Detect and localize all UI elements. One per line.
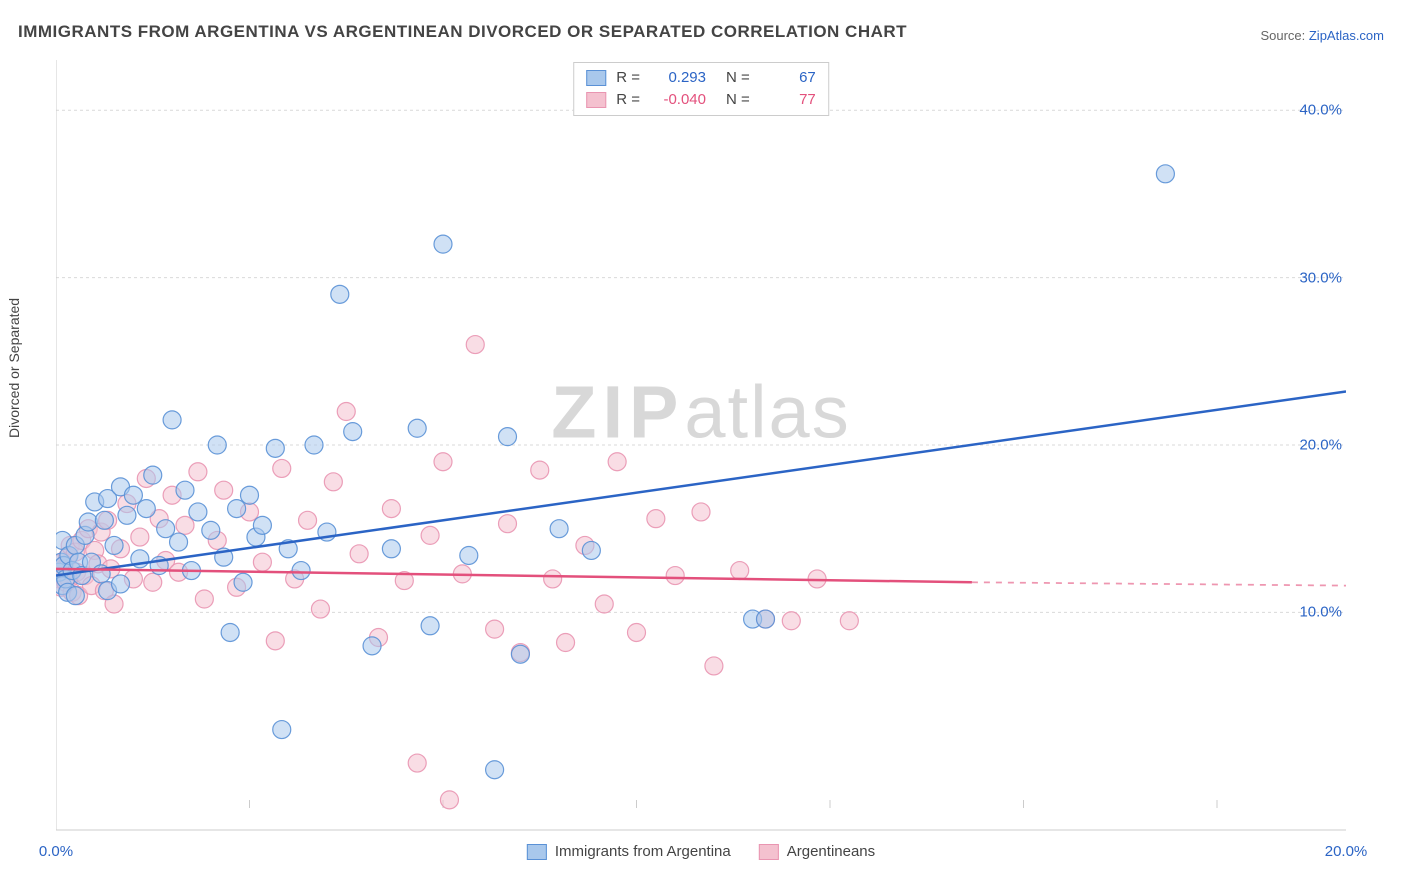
legend-swatch <box>586 92 606 108</box>
source-prefix: Source: <box>1260 28 1308 43</box>
y-tick-label: 10.0% <box>1299 604 1342 621</box>
y-axis-label: Divorced or Separated <box>6 298 22 438</box>
legend-n-value: 67 <box>760 67 816 89</box>
x-tick-label: 0.0% <box>39 843 73 860</box>
legend-swatch <box>586 70 606 86</box>
source-attribution: Source: ZipAtlas.com <box>1260 28 1384 43</box>
legend-series-label: Immigrants from Argentina <box>555 843 731 860</box>
legend-series-item: Argentineans <box>759 843 875 860</box>
legend-r-value: -0.040 <box>650 89 706 111</box>
legend-correlation-box: R = 0.293 N = 67 R = -0.040 N = 77 <box>573 62 829 116</box>
legend-correlation-row: R = 0.293 N = 67 <box>586 67 816 89</box>
x-tick-label: 20.0% <box>1325 843 1368 860</box>
watermark-atlas: atlas <box>684 371 850 454</box>
y-tick-label: 20.0% <box>1299 437 1342 454</box>
legend-r-value: 0.293 <box>650 67 706 89</box>
source-link[interactable]: ZipAtlas.com <box>1309 28 1384 43</box>
legend-series-label: Argentineans <box>787 843 875 860</box>
legend-r-label: R = <box>616 67 640 89</box>
legend-series-item: Immigrants from Argentina <box>527 843 731 860</box>
y-tick-label: 40.0% <box>1299 102 1342 119</box>
scatter-chart-svg <box>56 60 1346 860</box>
legend-series: Immigrants from Argentina Argentineans <box>527 843 875 860</box>
legend-swatch <box>527 844 547 860</box>
chart-plot-area: ZIPatlas R = 0.293 N = 67 R = -0.040 N = 77 Imm… <box>56 60 1346 860</box>
page-title: IMMIGRANTS FROM ARGENTINA VS ARGENTINEAN… <box>18 22 907 42</box>
legend-r-label: R = <box>616 89 640 111</box>
legend-n-label: N = <box>726 89 750 111</box>
watermark: ZIPatlas <box>551 370 850 455</box>
watermark-zip: ZIP <box>551 371 684 454</box>
legend-n-value: 77 <box>760 89 816 111</box>
y-tick-label: 30.0% <box>1299 269 1342 286</box>
legend-swatch <box>759 844 779 860</box>
legend-correlation-row: R = -0.040 N = 77 <box>586 89 816 111</box>
legend-n-label: N = <box>726 67 750 89</box>
